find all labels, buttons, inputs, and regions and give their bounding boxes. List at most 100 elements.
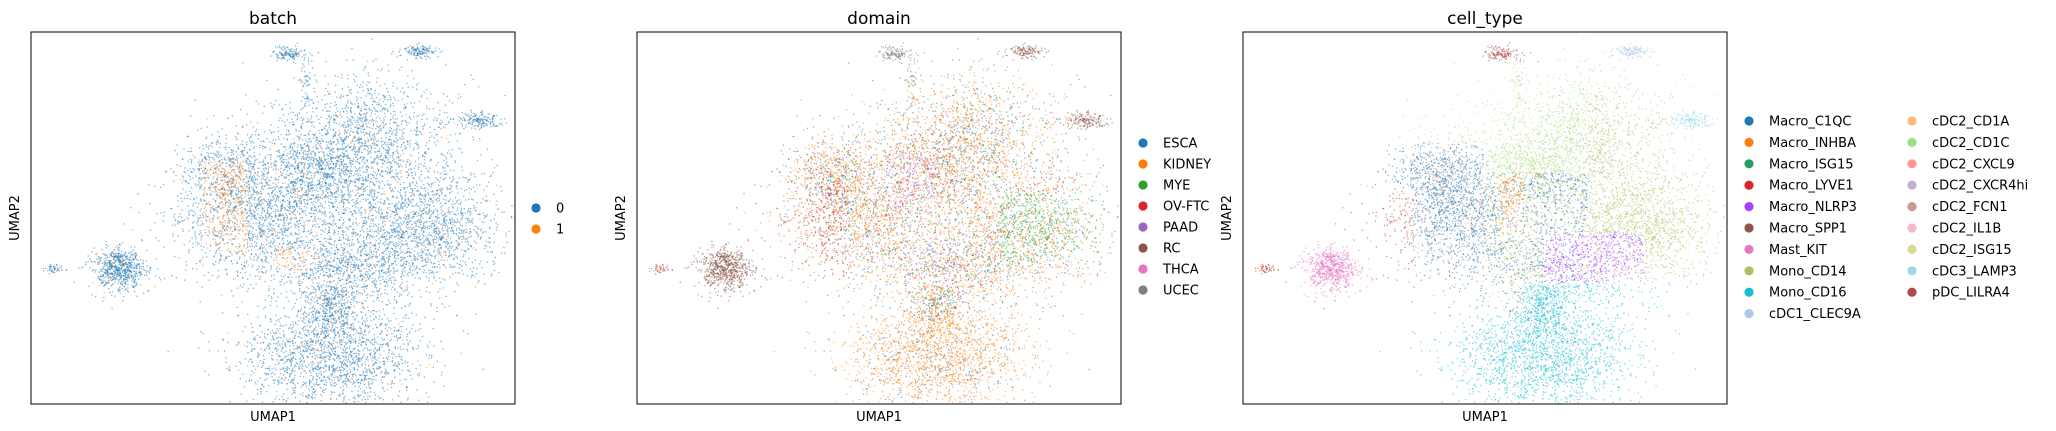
data-point xyxy=(419,51,421,53)
data-point xyxy=(480,154,482,156)
data-point xyxy=(281,186,283,188)
data-point xyxy=(109,260,111,262)
data-point xyxy=(297,117,299,119)
data-point xyxy=(344,127,347,129)
data-point xyxy=(392,110,395,112)
data-point xyxy=(362,165,364,167)
data-point xyxy=(262,266,264,268)
data-point xyxy=(318,199,320,201)
data-point xyxy=(392,85,394,87)
data-point xyxy=(122,265,125,267)
data-point xyxy=(341,140,343,142)
data-point xyxy=(267,199,270,201)
data-point xyxy=(126,277,128,279)
data-point xyxy=(402,120,404,122)
data-point xyxy=(213,230,215,232)
data-point xyxy=(315,163,317,165)
data-point xyxy=(310,117,313,119)
data-point xyxy=(464,120,467,122)
data-point xyxy=(366,126,368,128)
data-point xyxy=(471,123,473,126)
data-point xyxy=(289,107,291,109)
data-point xyxy=(273,220,275,222)
data-point xyxy=(350,116,353,118)
data-point xyxy=(319,177,321,179)
data-point xyxy=(277,57,279,59)
data-point xyxy=(412,106,414,108)
data-point xyxy=(406,160,408,162)
data-point xyxy=(416,128,418,130)
data-point xyxy=(400,91,402,93)
data-point xyxy=(334,166,336,168)
data-point xyxy=(280,160,282,162)
data-point xyxy=(279,189,281,191)
data-point xyxy=(103,260,105,262)
data-point xyxy=(350,119,352,121)
data-point xyxy=(329,150,331,152)
data-point xyxy=(148,277,150,280)
data-point xyxy=(231,189,233,191)
data-point xyxy=(329,176,331,178)
data-point xyxy=(405,107,407,110)
data-point xyxy=(305,157,307,159)
data-point xyxy=(311,198,313,200)
data-point xyxy=(286,165,288,167)
data-point xyxy=(376,101,379,104)
data-point xyxy=(246,187,248,189)
data-point xyxy=(279,190,281,192)
data-point xyxy=(110,272,112,274)
data-point xyxy=(247,234,250,237)
data-point xyxy=(341,197,343,199)
data-point xyxy=(380,140,383,143)
data-point xyxy=(306,153,308,155)
data-point xyxy=(181,200,183,202)
data-point xyxy=(258,167,260,170)
data-point xyxy=(118,267,120,270)
data-point xyxy=(366,193,369,196)
data-point xyxy=(277,195,279,197)
data-point xyxy=(408,50,411,52)
data-point xyxy=(268,193,270,195)
data-point xyxy=(318,183,321,185)
data-point xyxy=(347,188,349,191)
data-point xyxy=(360,207,362,209)
data-point xyxy=(365,166,367,168)
data-point xyxy=(335,144,337,146)
data-point xyxy=(155,275,157,277)
data-point xyxy=(241,201,243,204)
data-point xyxy=(297,53,299,55)
data-point xyxy=(124,275,127,277)
data-point xyxy=(347,144,349,146)
data-point xyxy=(343,132,346,134)
data-point xyxy=(303,76,305,78)
data-point xyxy=(121,274,123,277)
data-point xyxy=(301,281,303,283)
data-point xyxy=(106,264,108,266)
data-point xyxy=(298,165,300,168)
data-point xyxy=(233,223,236,225)
data-point xyxy=(392,145,394,147)
data-point xyxy=(292,173,294,176)
data-point xyxy=(317,164,319,166)
data-point xyxy=(223,259,225,261)
data-point xyxy=(91,270,94,272)
data-point xyxy=(357,104,360,107)
data-point xyxy=(256,234,259,236)
data-point xyxy=(130,261,132,264)
data-point xyxy=(267,227,270,229)
data-point xyxy=(246,246,249,248)
data-point xyxy=(320,129,323,131)
data-point xyxy=(380,155,382,157)
data-point xyxy=(118,269,120,271)
data-point xyxy=(256,269,258,271)
data-point xyxy=(307,95,309,98)
data-point xyxy=(115,267,118,269)
data-point xyxy=(346,106,348,108)
data-point xyxy=(307,60,309,62)
data-point xyxy=(443,173,445,175)
data-point xyxy=(352,263,354,266)
data-point xyxy=(271,199,274,201)
data-point xyxy=(363,145,365,147)
data-point xyxy=(353,147,355,149)
data-point xyxy=(204,206,206,208)
